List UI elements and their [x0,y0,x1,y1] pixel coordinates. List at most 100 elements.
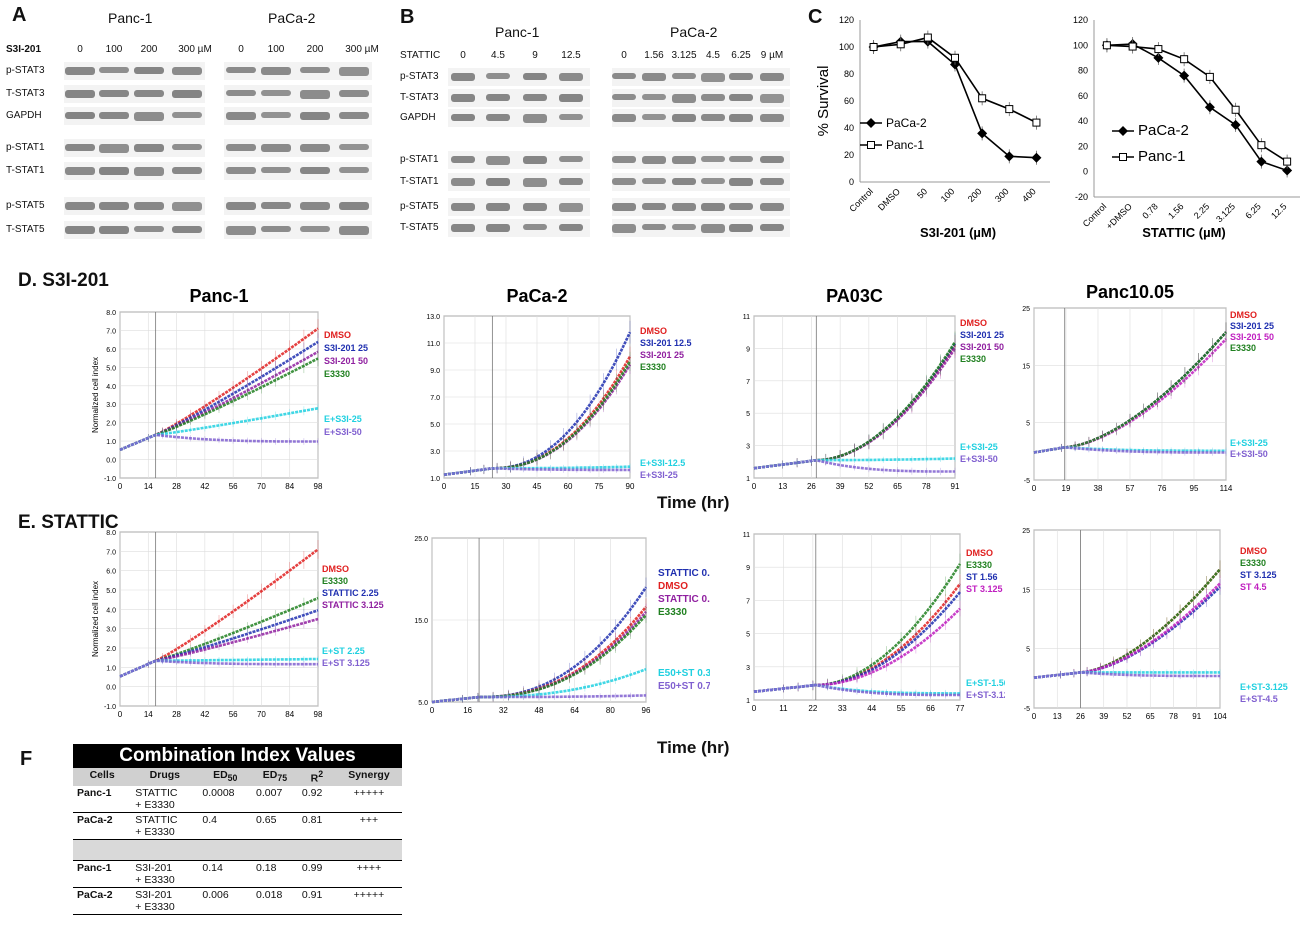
y-tick-label: -1.0 [104,704,116,711]
blot-band [134,144,164,152]
panel-e-letter: E. [18,512,36,533]
y-tick-label: 4.0 [106,384,116,391]
growth-chart-d-panc1005: 0 19 38 57 76 95 114-551525Panc10.05DMSOS3I-20… [1022,282,1274,493]
combination-index-table: Combination Index Values Cells Drugs ED5… [73,744,402,915]
legend-marker [866,118,876,128]
x-tick-label: 14 [144,482,153,491]
blot-band [65,67,95,76]
blot-band [486,94,510,102]
data-point [1102,41,1111,50]
legend-label: E3330 [1240,558,1266,568]
x-tick-label: 98 [314,710,323,719]
blot-row-label: T-STAT1 [400,176,439,187]
legend-label: PaCa-2 [886,116,927,130]
x-tick-label: 0 [118,482,123,491]
x-tick-label: 0.78 [1140,201,1159,220]
panel-a-group-panc1: Panc-1 [108,10,153,26]
chart-title: PA03C [826,286,883,306]
blot-band [339,112,369,119]
blot-band [729,73,753,80]
data-point [923,33,932,42]
blot-band [226,67,256,74]
blot-band [300,226,330,233]
series-line [431,667,647,704]
legend-label: STATTIC 0.39 [658,568,710,579]
lane-label: 0 [460,50,466,61]
blot-band [134,67,164,75]
cell-ed50: 0.4 [198,812,253,840]
blot-band [760,114,784,123]
x-tick-label: 0 [752,704,757,713]
x-tick-label: 104 [1213,712,1227,721]
blot-band [559,203,583,212]
blot-band [99,144,129,153]
legend-label: DMSO [324,330,351,340]
y-tick-label: 1 [746,476,750,483]
data-point [1154,45,1163,54]
legend-label: S3I-201 50 [960,342,1004,352]
x-tick-label: 77 [956,704,965,713]
blot-band [134,112,164,121]
blot-band [486,224,510,232]
y-tick-label: 4.0 [106,607,116,614]
legend-label: E+ST 3.125 [322,658,370,668]
blot-band [672,94,696,103]
cell-r2: 0.91 [297,887,336,915]
blot-strip [224,107,372,125]
x-tick-label: 32 [499,706,508,715]
lane-label: 3.125 [671,50,697,61]
y-tick-label: 3 [746,665,750,672]
y-tick-label: 5.0 [106,588,116,595]
x-tick-label: 98 [314,482,323,491]
y-tick-label: 8.0 [106,530,116,537]
lane-label: 0 [238,44,244,55]
y-tick-label: 15 [1022,587,1030,594]
blot-band [672,73,696,80]
blot-band [642,178,666,185]
x-tick-label: Control [847,186,875,214]
legend-label: E+ST-3.125 [966,690,1005,700]
blot-band [451,94,475,102]
data-point [1004,151,1015,162]
x-tick-label: 96 [642,706,651,715]
blot-band [134,226,164,233]
x-tick-label: 100 [939,186,957,204]
data-point [951,53,959,62]
y-tick-label: 7 [746,379,750,386]
blot-row-label: T-STAT5 [400,222,439,233]
legend-label: DMSO [1240,546,1267,556]
y-tick-label: 6.0 [106,347,116,354]
x-tick-label: 13 [1053,712,1062,721]
lane-label: 6.25 [731,50,751,61]
blot-band [226,90,256,97]
blot-band [226,144,256,151]
x-tick-label: 28 [172,710,181,719]
x-tick-label: 11 [779,704,788,713]
cell-cells: Panc-1 [73,785,132,813]
legend-label: E+S3I-25 [960,442,998,452]
panel-b-letter: B [400,6,415,28]
y-tick-label: 3.0 [106,402,116,409]
cell-r2: 0.81 [297,812,336,840]
x-tick-label: 45 [533,482,542,491]
x-tick-label: 76 [1158,484,1167,493]
blot-band [701,73,725,82]
y-tick-label: 60 [844,96,854,106]
blot-strip [448,198,590,216]
chart-title: PaCa-2 [506,286,567,306]
panel-f-letter: F [20,748,33,770]
blot-strip [448,173,590,191]
y-tick-label: 2.0 [106,421,116,428]
y-axis-label: Normalized cell index [91,357,100,433]
x-tick-label: 75 [595,482,604,491]
legend-label: S3I-201 50 [324,356,368,366]
x-tick-label: 3.125 [1214,201,1237,224]
x-tick-label: 39 [836,482,845,491]
blot-strip [448,151,590,169]
y-tick-label: 1 [746,698,750,705]
lane-label: 9 µM [760,50,784,61]
legend-label: S3I-201 50 [1230,332,1274,342]
y-tick-label: -5 [1024,478,1030,485]
col-header-r2: R2 [297,768,336,786]
blot-band [672,156,696,165]
